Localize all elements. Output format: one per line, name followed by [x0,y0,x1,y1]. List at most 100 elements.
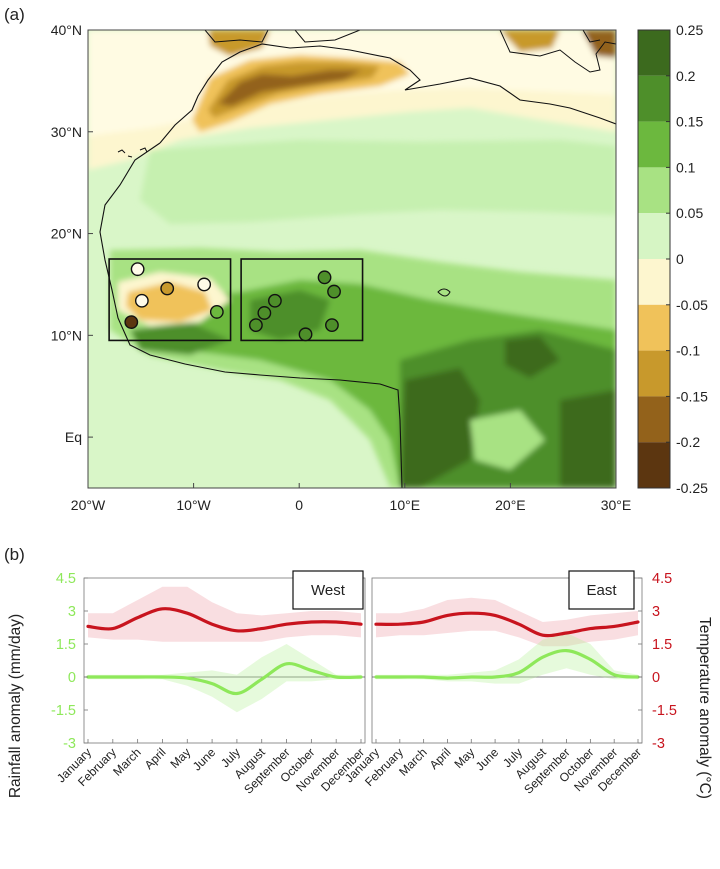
west-region-box [108,258,232,342]
iberia-dry-region [208,30,270,56]
lat-tick-label: 10°N [51,327,82,343]
colorbar-swatch [638,121,670,168]
plot-frame [371,577,643,744]
west-africa-coastline [99,142,403,488]
temperature-tick-label: 3 [652,604,660,620]
northeast-dry-region [582,30,616,58]
europe-coastline [204,30,616,73]
month-tick-label: March [110,745,143,778]
colorbar-tick-label: -0.05 [676,297,708,313]
rainfall-spread-band [376,633,638,684]
lat-tick-label: 20°N [51,226,82,242]
temperature-tick-label: -3 [652,736,665,752]
temperature-axis-label: Temperature anomaly (°C) [696,617,713,799]
month-tick-label: March [396,745,429,778]
colorbar-tick-label: 0.15 [676,114,703,130]
lat-tick-label: Eq [65,429,82,445]
rainfall-series-line [86,661,363,696]
station-marker [124,315,139,330]
station-marker [257,306,272,320]
colorbar-swatch [638,350,670,397]
station-marker [325,318,339,333]
station-marker [317,270,332,285]
colorbar-swatch [638,167,670,214]
rainfall-series-line [374,648,640,680]
lake-chad [437,288,451,297]
temperature-tick-label: 4.5 [652,571,672,587]
rainfall-tick-label: 4.5 [56,571,76,587]
colorbar-tick-label: 0.1 [676,159,696,175]
temperature-tick-label: 0 [652,670,660,686]
temperature-tick-label: 1.5 [652,637,672,653]
colorbar-swatch [638,259,670,305]
colorbar-tick-label: 0.2 [676,68,696,84]
station-marker [327,284,341,299]
lon-tick-label: 0 [295,497,303,513]
guinea-wet-region [130,322,230,355]
lon-tick-label: 20°E [495,497,526,513]
station-marker [298,327,313,342]
north-africa-coastline [159,43,616,144]
temperature-series-line [374,611,640,638]
panel-title-box [568,570,635,610]
station-marker [209,305,224,319]
lat-tick-label: 30°N [51,124,82,140]
anomaly-map: 40°N 30°N 20°N 10°N Eq 20°W 10°W 0 10°E 20°E 30°E [51,22,632,513]
panel-b-label: (b) [4,545,25,564]
sahara-slightly-wet-region [140,140,616,224]
colorbar-swatch [638,30,670,76]
station-marker [268,293,282,308]
canary-islands [117,147,148,158]
colorbar-tick-label: -0.25 [676,480,708,496]
month-tick-label: April [142,745,169,772]
month-tick-label: June [190,745,219,774]
station-marker [249,318,263,333]
temperature-spread-band [376,597,638,647]
chad-wettest-region [505,336,560,378]
colorbar-swatch [638,304,670,351]
colorbar-tick-label: 0.05 [676,205,703,221]
colorbar-swatch [638,442,670,488]
cameroon-wettest-region [400,368,480,488]
map-frame [87,29,617,489]
rainfall-tick-label: 3 [68,604,76,620]
station-marker [134,293,149,308]
colorbar-swatch [638,396,670,443]
panel-title-box [292,570,364,610]
station-marker [197,277,212,292]
ocean-region [88,400,390,488]
panel-a-label: (a) [4,5,25,24]
atlas-driest-region [218,70,362,106]
rainfall-tick-label: -3 [63,736,76,752]
month-tick-label: April [427,745,454,772]
colorbar-swatch [638,75,670,122]
rainfall-axis-label: Rainfall anomaly (mm/day) [7,614,24,798]
colorbar-tick-label: -0.15 [676,388,708,404]
rainfall-tick-label: 0 [68,670,76,686]
colorbar-tick-label: -0.2 [676,434,700,450]
station-marker [160,281,175,296]
rainfall-tick-label: 1.5 [56,637,76,653]
rainfall-tick-label: -1.5 [51,703,76,719]
rainfall-spread-band [88,644,361,713]
lon-tick-label: 30°E [601,497,632,513]
colorbar-swatch [638,213,670,259]
panel-title: East [586,582,617,599]
month-tick-label: June [473,745,502,774]
colorbar-tick-label: -0.1 [676,343,700,359]
temperature-series-line [86,607,363,633]
east-dry-region [500,30,560,52]
lat-tick-label: 40°N [51,22,82,38]
lon-tick-label: 10°W [176,497,211,513]
station-marker [130,262,145,277]
temperature-spread-band [88,586,361,642]
senegal-dry-region [126,282,212,322]
congo-lighter-region [470,410,545,470]
lon-tick-label: 10°E [390,497,421,513]
month-tick-label: May [451,745,477,771]
colorbar-tick-label: 0.25 [676,22,703,38]
temperature-tick-label: -1.5 [652,703,677,719]
plot-frame [83,577,366,744]
